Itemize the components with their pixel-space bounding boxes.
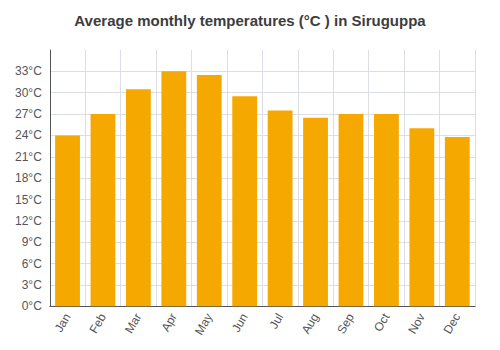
- svg-text:Oct: Oct: [371, 310, 393, 334]
- svg-text:0°C: 0°C: [22, 299, 42, 313]
- svg-text:27°C: 27°C: [15, 107, 42, 121]
- svg-text:Feb: Feb: [87, 311, 110, 336]
- svg-text:Jan: Jan: [52, 311, 74, 335]
- svg-text:Average monthly temperatures (: Average monthly temperatures (°C ) in Si…: [74, 12, 426, 29]
- svg-text:Sep: Sep: [334, 311, 357, 337]
- svg-text:3°C: 3°C: [22, 278, 42, 292]
- svg-text:33°C: 33°C: [15, 64, 42, 78]
- svg-text:Nov: Nov: [405, 311, 428, 336]
- svg-text:21°C: 21°C: [15, 150, 42, 164]
- svg-text:24°C: 24°C: [15, 128, 42, 142]
- svg-text:May: May: [192, 311, 215, 338]
- svg-text:Aug: Aug: [299, 311, 322, 336]
- svg-text:6°C: 6°C: [22, 257, 42, 271]
- svg-text:30°C: 30°C: [15, 86, 42, 100]
- svg-text:Jul: Jul: [266, 311, 286, 331]
- svg-text:15°C: 15°C: [15, 193, 42, 207]
- svg-text:9°C: 9°C: [22, 235, 42, 249]
- svg-text:Dec: Dec: [441, 311, 464, 336]
- svg-text:Apr: Apr: [158, 311, 179, 334]
- svg-text:18°C: 18°C: [15, 171, 42, 185]
- svg-text:12°C: 12°C: [15, 214, 42, 228]
- svg-text:Jun: Jun: [229, 311, 251, 335]
- svg-text:Mar: Mar: [122, 311, 144, 336]
